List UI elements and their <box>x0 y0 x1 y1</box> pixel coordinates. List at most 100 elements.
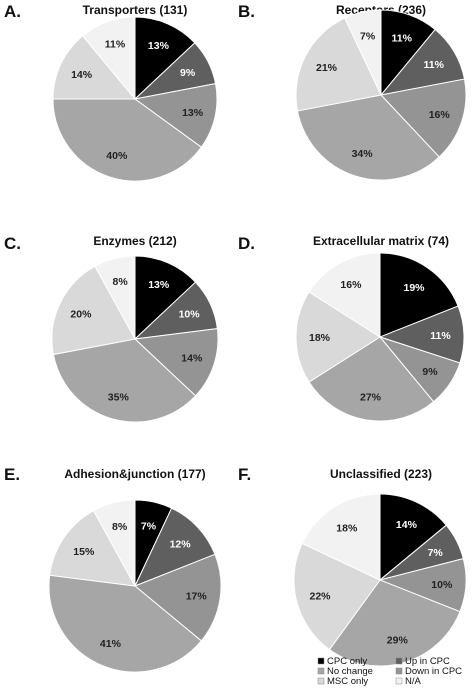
slice-label-cpc-only: 7% <box>141 521 157 533</box>
panel-letter: F. <box>238 465 251 484</box>
legend-swatch <box>317 667 325 675</box>
slice-label-cpc-only: 13% <box>148 279 170 291</box>
pie-slice-no-change <box>296 94 440 181</box>
panel-title: Extracellular matrix (74) <box>313 234 449 248</box>
slice-label-down-in-cpc: 16% <box>429 109 451 121</box>
slice-label-down-in-cpc: 17% <box>186 591 208 603</box>
panel-letter: C. <box>4 234 21 253</box>
pie-slice-n-a <box>308 252 381 338</box>
pie-slice-no-change <box>308 336 435 422</box>
pie-slice-n-a <box>301 493 381 581</box>
slice-label-no-change: 41% <box>100 638 122 650</box>
slice-label-cpc-only: 11% <box>391 32 412 44</box>
panel-letter: E. <box>4 465 20 484</box>
slice-label-down-in-cpc: 10% <box>431 579 453 591</box>
legend-swatch <box>395 657 403 665</box>
pie-slice-msc-only <box>52 35 137 100</box>
legend-swatch <box>395 677 403 685</box>
slice-label-no-change: 40% <box>106 150 128 162</box>
slice-label-no-change: 29% <box>387 635 409 647</box>
pie-slice-cpc-only <box>379 493 447 582</box>
slice-label-up-in-cpc: 9% <box>180 67 196 79</box>
slice-label-msc-only: 21% <box>316 62 338 74</box>
slice-label-msc-only: 18% <box>309 332 331 344</box>
pie-slice-n-a <box>344 9 382 96</box>
panel-letter: D. <box>238 234 255 253</box>
slice-label-down-in-cpc: 13% <box>182 107 204 119</box>
panels: A. Transporters (131)13%9%13%40%14%11%B. R… <box>4 2 467 673</box>
panel-letter: A. <box>4 2 21 21</box>
pie-panel-adhesion-junction-177: E. Adhesion&junction (177) 7% 12% 17% 41% 15% 8… <box>4 465 222 673</box>
pie-slice-msc-only <box>295 17 382 112</box>
slice-label-no-change: 27% <box>360 392 382 404</box>
slice-label-n-a: 18% <box>336 523 358 535</box>
pie-slice-cpc-only <box>134 16 196 101</box>
slice-label-n-a: 7% <box>360 30 376 42</box>
legend-label: MSC only <box>327 676 368 687</box>
slice-label-cpc-only: 14% <box>396 519 418 531</box>
pie-slice-down-in-cpc <box>133 328 219 397</box>
slice-label-no-change: 35% <box>108 391 130 403</box>
panel-title: Transporters (131) <box>83 3 188 17</box>
legend-swatch <box>317 677 325 685</box>
slice-label-up-in-cpc: 10% <box>179 309 201 321</box>
legend-label: No change <box>327 666 373 677</box>
pie-slice-cpc-only <box>134 255 197 341</box>
pie-slice-down-in-cpc <box>134 553 222 642</box>
legend-label: Down in CPC <box>405 666 462 677</box>
slice-label-n-a: 11% <box>105 39 126 51</box>
slice-label-down-in-cpc: 14% <box>181 353 203 365</box>
panel-title: Unclassified (223) <box>330 467 432 481</box>
pie-slice-up-in-cpc <box>134 507 216 587</box>
pie-slice-down-in-cpc <box>133 83 218 148</box>
slice-label-up-in-cpc: 7% <box>428 547 444 559</box>
slice-label-no-change: 34% <box>352 148 374 160</box>
pie-slice-msc-only <box>51 265 136 356</box>
pie-panel-extracellular-matrix-74: D. Extracellular matrix (74) 19% 11% 9% 27% 18… <box>238 234 465 422</box>
panel-letter: B. <box>238 2 255 21</box>
panel-title: Enzymes (212) <box>93 234 176 248</box>
pie-panel-receptors-236: B. Receptors (236)11%11%16%34%21%7% <box>238 2 467 181</box>
slice-label-n-a: 16% <box>340 279 362 291</box>
slice-label-msc-only: 14% <box>71 69 93 81</box>
pie-slice-n-a <box>94 255 136 340</box>
pie-slice-no-change <box>52 98 203 182</box>
pie-slice-no-change <box>328 579 461 667</box>
pie-slice-down-in-cpc <box>380 78 467 158</box>
legend-swatch <box>395 667 403 675</box>
slice-label-msc-only: 15% <box>73 546 95 558</box>
slice-label-n-a: 8% <box>112 521 128 533</box>
legend-item-no-change: No change <box>317 666 373 677</box>
slice-label-up-in-cpc: 11% <box>430 330 451 342</box>
slice-label-cpc-only: 13% <box>148 40 170 52</box>
pie-slice-no-change <box>52 338 197 423</box>
pie-panel-transporters-131: A. Transporters (131) 13% 9% 13% 40% 14% 11% <box>4 2 218 182</box>
legend-item-msc-only: MSC only <box>317 676 368 687</box>
pie-slice-msc-only <box>295 291 381 383</box>
slice-label-down-in-cpc: 9% <box>422 366 438 378</box>
slice-label-cpc-only: 19% <box>403 282 425 294</box>
legend-item-up-in-cpc: Up in CPC <box>395 656 450 667</box>
pie-slice-n-a <box>82 16 136 101</box>
legend-label: CPC only <box>327 656 367 667</box>
panel-title: Adhesion&junction (177) <box>64 467 205 481</box>
pie-panel-unclassified-223: F. Unclassified (223) 14% 7% 10% 29% 22% 18% <box>238 465 467 667</box>
pie-slice-n-a <box>92 499 136 587</box>
pie-slice-cpc-only <box>379 252 459 338</box>
legend-swatch <box>317 657 325 665</box>
pie-slice-msc-only <box>49 509 136 587</box>
legend-item-down-in-cpc: Down in CPC <box>395 666 462 677</box>
legend-label: Up in CPC <box>405 656 450 667</box>
pie-panel-enzymes-212: C. Enzymes (212) 13% 10% 14% 35% 20% 8% <box>4 234 219 423</box>
slice-label-msc-only: 22% <box>309 590 331 602</box>
legend-item-n-a: N/A <box>395 676 422 687</box>
legend-item-cpc-only: CPC only <box>317 656 367 667</box>
slice-label-up-in-cpc: 11% <box>423 59 444 71</box>
slice-label-msc-only: 20% <box>70 309 92 321</box>
slice-label-n-a: 8% <box>113 276 129 288</box>
pie-slice-no-change <box>48 574 202 673</box>
legend-label: N/A <box>405 676 422 687</box>
slice-label-up-in-cpc: 12% <box>170 539 192 551</box>
legend: CPC only Up in CPC No change Down in CPC MSC… <box>317 656 462 687</box>
